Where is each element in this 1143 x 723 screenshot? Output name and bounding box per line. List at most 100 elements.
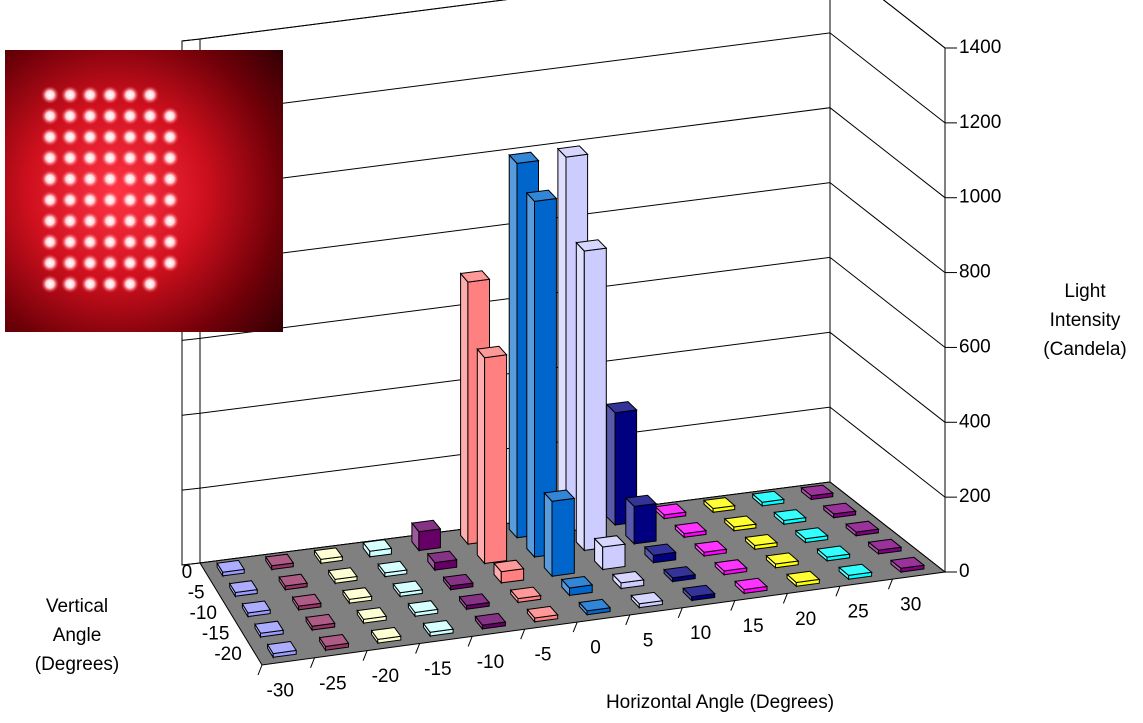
row-axis-title: Angle [53, 625, 102, 646]
bar-top [605, 401, 638, 414]
x-tick [677, 607, 683, 618]
bar-top [702, 497, 736, 510]
x-tick-label: 5 [643, 630, 654, 651]
led [161, 170, 179, 188]
bar-top [593, 535, 627, 548]
bar [216, 559, 246, 578]
bar-top [362, 539, 393, 552]
bar-side [575, 241, 585, 552]
bar [458, 593, 491, 611]
x-tick-label: 20 [795, 609, 816, 630]
z-tick-label: 1200 [959, 112, 1001, 133]
x-tick-label: 30 [900, 595, 921, 616]
led [161, 149, 179, 167]
led [101, 254, 119, 272]
bar-top [313, 547, 344, 560]
bar [342, 587, 373, 605]
bar [624, 494, 658, 546]
bar [844, 520, 880, 537]
bar-top [867, 538, 903, 551]
bar [442, 573, 474, 592]
led [101, 128, 119, 146]
z-tick-label: 200 [959, 486, 991, 507]
bar-top [624, 494, 658, 507]
bar-top [266, 640, 298, 655]
bar-top [476, 345, 508, 359]
bar [327, 567, 358, 585]
bar [228, 580, 259, 599]
bar-top [459, 270, 491, 283]
bar-side [543, 491, 553, 578]
bar [422, 619, 455, 638]
led-dots [41, 86, 179, 293]
bar [575, 239, 608, 552]
bar-top [889, 556, 926, 569]
bar [370, 626, 402, 645]
x-tick-label: -10 [477, 652, 504, 673]
x-tick-label: -30 [267, 680, 294, 701]
bar-side [460, 272, 469, 546]
bar-top [410, 519, 442, 533]
led [61, 107, 79, 125]
x-tick [572, 621, 578, 633]
led [81, 254, 99, 272]
x-tick [467, 636, 473, 647]
x-tick-label: -5 [535, 645, 552, 666]
bar [867, 538, 903, 555]
bar-top [508, 151, 540, 164]
led [41, 128, 59, 146]
bar [785, 570, 821, 588]
bar-top [714, 559, 748, 572]
bar-top [474, 612, 507, 626]
bars [216, 145, 926, 660]
bar-top [254, 620, 285, 634]
row-tick-label: -15 [202, 623, 229, 644]
x-tick-label: -25 [319, 673, 346, 694]
led [121, 86, 139, 104]
bar-top [241, 600, 272, 614]
led [141, 128, 159, 146]
bar [837, 563, 873, 581]
bar [362, 539, 393, 559]
bar [734, 577, 769, 595]
led-photo [5, 50, 283, 332]
bar-top [426, 550, 458, 564]
bar-top [543, 489, 576, 502]
x-tick [310, 657, 316, 669]
led [41, 233, 59, 251]
bar [356, 607, 388, 625]
led [61, 212, 79, 230]
row-axis-title: (Degrees) [35, 654, 119, 675]
row-tick-label: -20 [214, 644, 241, 665]
z-axis-title: (Candela) [1043, 339, 1126, 360]
bar [744, 533, 779, 551]
bar [611, 570, 645, 590]
bar [702, 497, 736, 514]
row-tick-label: 0 [182, 562, 193, 583]
x-tick-label: 0 [590, 638, 601, 659]
led [81, 275, 99, 293]
led [41, 191, 59, 209]
bar [305, 613, 336, 632]
x-tick [782, 593, 788, 604]
led [101, 191, 119, 209]
led [61, 128, 79, 146]
z-tick-label: 1400 [959, 37, 1001, 58]
led [81, 128, 99, 146]
bar-top [509, 586, 542, 600]
led [121, 275, 139, 293]
bar-top [278, 573, 308, 587]
led [141, 254, 159, 272]
x-axis-title: Horizontal Angle (Degrees) [606, 692, 834, 713]
bar [266, 640, 298, 660]
led [101, 86, 119, 104]
x-tick [730, 600, 736, 611]
led-array [41, 86, 179, 293]
bar-side [606, 403, 616, 527]
bar-front [602, 543, 626, 571]
bar-top [342, 587, 373, 600]
led [81, 233, 99, 251]
bar-front [484, 354, 508, 565]
led [121, 191, 139, 209]
